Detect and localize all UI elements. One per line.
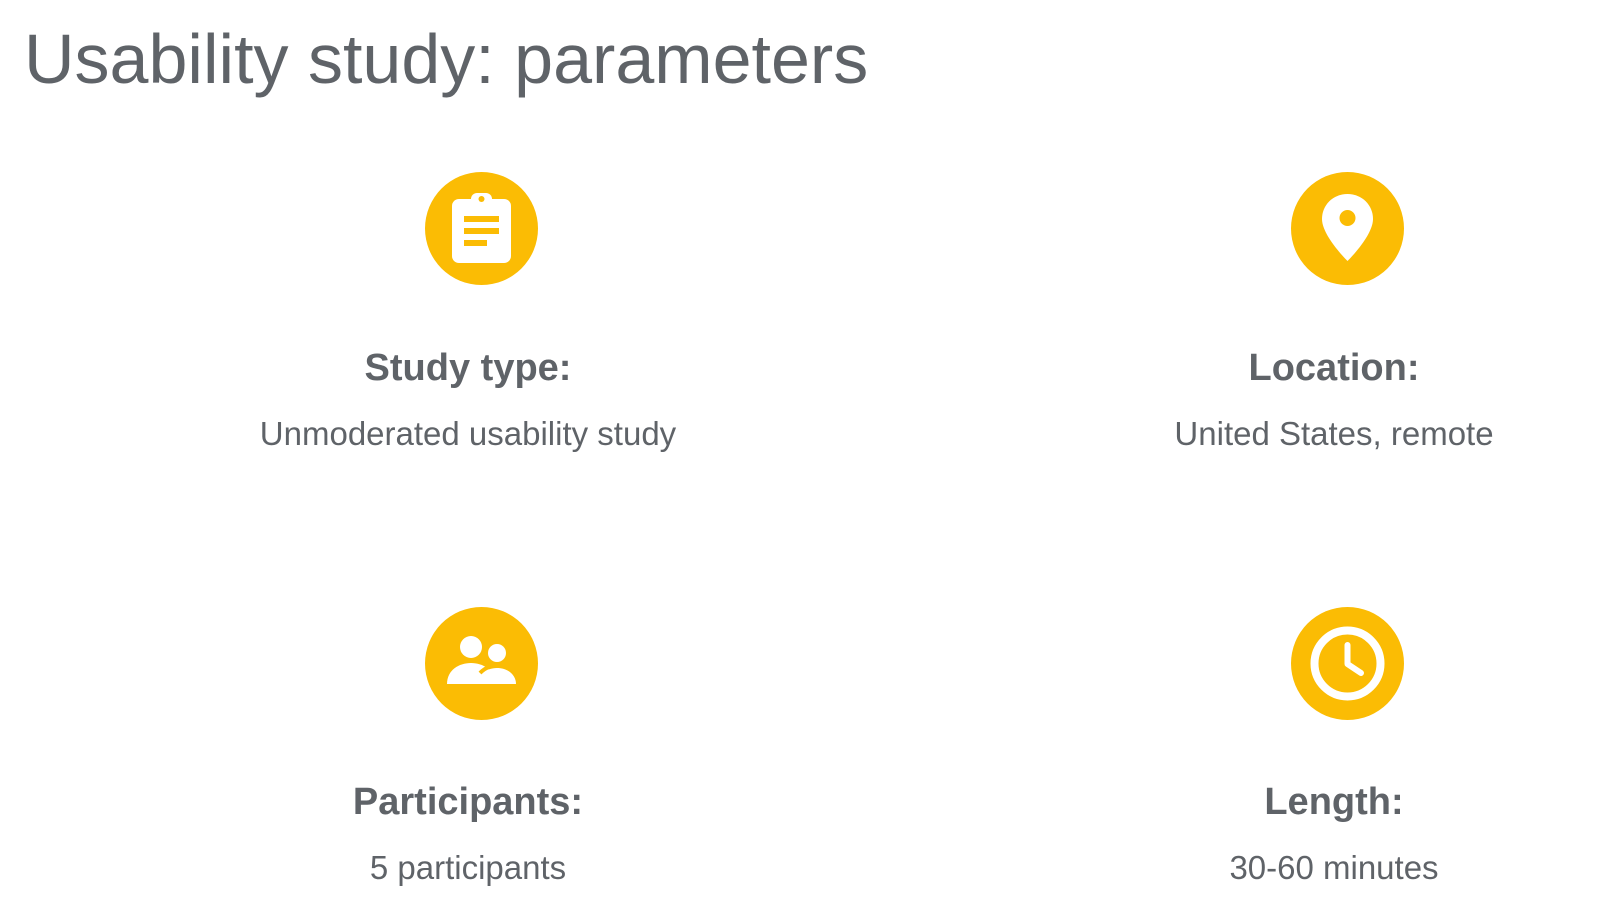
location-label: Location:: [1248, 347, 1420, 389]
length-value: 30-60 minutes: [1229, 849, 1439, 886]
page-title: Usability study: parameters: [24, 20, 869, 98]
clipboard-icon: [425, 172, 538, 285]
study-type-value: Unmoderated usability study: [259, 415, 677, 452]
study-type-label: Study type:: [364, 347, 572, 389]
location-pin-icon: [1291, 172, 1404, 285]
people-icon: [425, 607, 538, 720]
length-label: Length:: [1264, 781, 1404, 823]
participants-value: 5 participants: [369, 849, 567, 886]
participants-label: Participants:: [352, 781, 584, 823]
clock-icon: [1291, 607, 1404, 720]
location-value: United States, remote: [1174, 415, 1494, 452]
